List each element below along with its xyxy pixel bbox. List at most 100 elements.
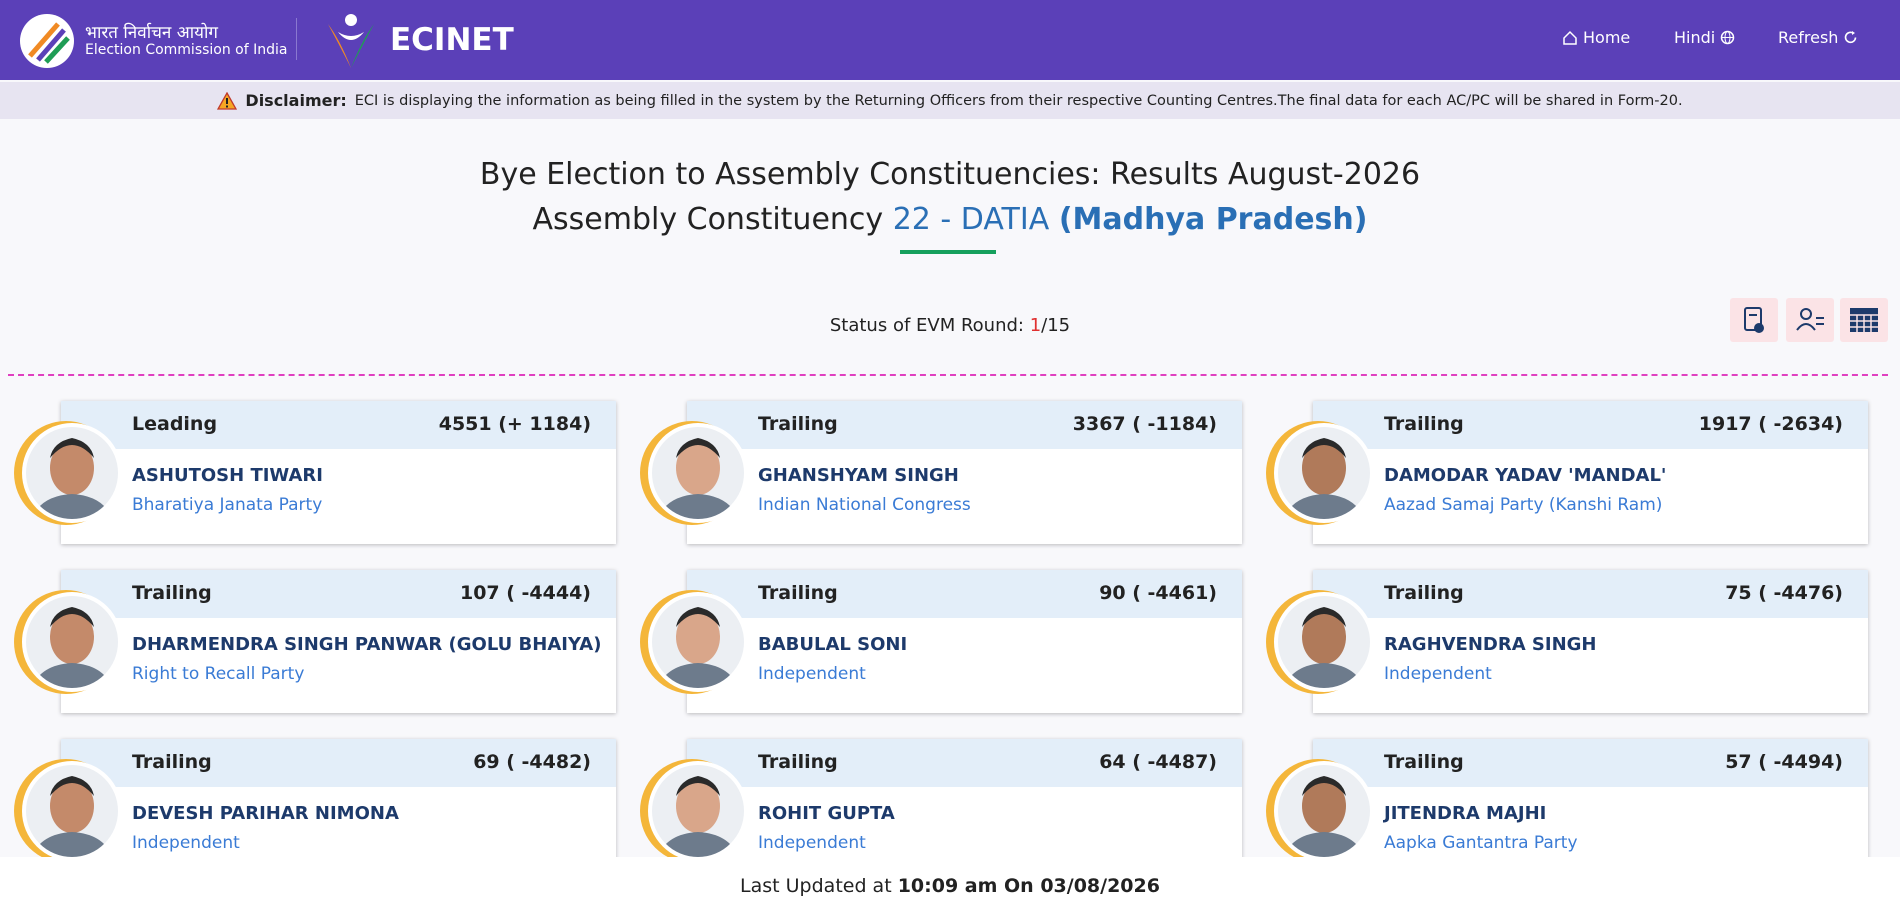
candidate-votes: 75 ( -4476): [1725, 582, 1843, 604]
candidate-card: Trailing 107 ( -4444) DHARMENDRA SINGH PAN…: [61, 570, 616, 713]
disclaimer-text: ECI is displaying the information as bei…: [354, 92, 1683, 109]
report-button[interactable]: [1730, 298, 1778, 342]
card-header: [1313, 401, 1868, 449]
candidate-card: Trailing 75 ( -4476) RAGHVENDRA SINGH Indep…: [1313, 570, 1868, 713]
separator: [8, 374, 1888, 376]
candidate-card: Trailing 57 ( -4494) JITENDRA MAJHI Aapka G…: [1313, 739, 1868, 857]
card-header: [687, 739, 1242, 787]
candidate-name: RAGHVENDRA SINGH: [1384, 634, 1597, 655]
candidate-name: DAMODAR YADAV 'MANDAL': [1384, 465, 1667, 486]
candidate-votes: 107 ( -4444): [459, 582, 591, 604]
candidate-name: ROHIT GUPTA: [758, 803, 895, 824]
candidate-card: Trailing 3367 ( -1184) GHANSHYAM SINGH Indi…: [687, 401, 1242, 544]
nav-home[interactable]: Home: [1562, 28, 1630, 47]
top-bar: भारत निर्वाचन आयोग Election Commission o…: [0, 0, 1900, 80]
constituency: 22 - DATIA: [892, 202, 1050, 237]
candidate-name: BABULAL SONI: [758, 634, 908, 655]
candidate-status: Trailing: [132, 751, 212, 773]
disclaimer-label: Disclaimer:: [245, 91, 347, 110]
table-button[interactable]: [1840, 298, 1888, 342]
candidate-votes: 3367 ( -1184): [1072, 413, 1217, 435]
candidate-status: Trailing: [758, 751, 838, 773]
nav-refresh[interactable]: Refresh: [1778, 28, 1858, 47]
title-line2: Assembly Constituency 22 - DATIA (Madhya…: [0, 202, 1900, 237]
candidate-party: Independent: [758, 664, 866, 684]
candidate-party: Aazad Samaj Party (Kanshi Ram): [1384, 495, 1663, 515]
candidate-status: Leading: [132, 413, 218, 435]
footer-label: Last Updated at: [740, 875, 892, 897]
candidate-status: Trailing: [132, 582, 212, 604]
candidate-party: Indian National Congress: [758, 495, 971, 515]
candidate-photo: [1266, 421, 1373, 525]
warning-icon: [217, 91, 238, 110]
candidate-photo: [1266, 759, 1373, 857]
candidate-status: Trailing: [1384, 582, 1464, 604]
candidate-status: Trailing: [1384, 413, 1464, 435]
candidate-card: Trailing 64 ( -4487) ROHIT GUPTA Independen…: [687, 739, 1242, 857]
candidate-photo: [14, 759, 121, 857]
candidate-name: DHARMENDRA SINGH PANWAR (GOLU BHAIYA): [132, 634, 602, 655]
candidate-photo: [640, 421, 747, 525]
candidate-photo: [640, 759, 747, 857]
candidate-photo: [14, 421, 121, 525]
disclaimer-bar: Disclaimer: ECI is displaying the inform…: [0, 82, 1900, 119]
candidate-status: Trailing: [1384, 751, 1464, 773]
candidate-button[interactable]: [1786, 298, 1834, 342]
candidate-card: Trailing 1917 ( -2634) DAMODAR YADAV 'MAND…: [1313, 401, 1868, 544]
candidate-name: DEVESH PARIHAR NIMONA: [132, 803, 399, 824]
candidate-status: Trailing: [758, 413, 838, 435]
card-header: [61, 739, 616, 787]
footer-timestamp: 10:09 am On 03/08/2026: [897, 875, 1160, 897]
candidate-card: Leading 4551 (+ 1184) ASHUTOSH TIWARI Bhara…: [61, 401, 616, 544]
candidate-name: ASHUTOSH TIWARI: [132, 465, 323, 486]
nav-label[interactable]: Home: [1583, 28, 1631, 47]
candidate-photo: [1266, 590, 1373, 694]
card-header: [61, 570, 616, 618]
nav-label[interactable]: Hindi: [1674, 28, 1716, 47]
candidate-party: Independent: [132, 833, 240, 853]
round-total: /15: [1041, 315, 1071, 336]
candidate-party: Aapka Gantantra Party: [1384, 833, 1578, 853]
eci-logo: [20, 14, 74, 68]
card-header: [687, 570, 1242, 618]
candidate-votes: 4551 (+ 1184): [438, 413, 591, 435]
candidate-photo: [14, 590, 121, 694]
status-label: Status of EVM Round:: [829, 315, 1024, 336]
candidate-party: Independent: [1384, 664, 1492, 684]
candidate-grid: Leading 4551 (+ 1184) ASHUTOSH TIWARI Bhara…: [0, 390, 1900, 857]
candidate-party: Independent: [758, 833, 866, 853]
candidate-party: Right to Recall Party: [132, 664, 305, 684]
candidate-card: Trailing 90 ( -4461) BABULAL SONI Independe…: [687, 570, 1242, 713]
brand: ECINET: [390, 22, 514, 58]
candidate-votes: 57 ( -4494): [1725, 751, 1843, 773]
round-status: Status of EVM Round: 1/15: [0, 315, 1900, 336]
candidate-votes: 69 ( -4482): [473, 751, 591, 773]
current-round: 1: [1029, 315, 1042, 336]
logo-english: Election Commission of India: [85, 42, 288, 58]
candidate-card: Trailing 69 ( -4482) DEVESH PARIHAR NIMONA…: [61, 739, 616, 857]
candidate-name: GHANSHYAM SINGH: [758, 465, 959, 486]
title-underline: [900, 250, 996, 254]
state: (Madhya Pradesh): [1058, 202, 1368, 237]
candidate-status: Trailing: [758, 582, 838, 604]
card-header: [687, 401, 1242, 449]
card-header: [1313, 570, 1868, 618]
nav-hindi[interactable]: Hindi: [1674, 28, 1735, 47]
ecinet-logo: [328, 14, 374, 68]
nav-label[interactable]: Refresh: [1778, 28, 1839, 47]
candidate-votes: 1917 ( -2634): [1698, 413, 1843, 435]
title-prefix: Assembly Constituency: [532, 202, 884, 237]
candidate-photo: [640, 590, 747, 694]
candidate-party: Bharatiya Janata Party: [132, 495, 323, 515]
title-line1: Bye Election to Assembly Constituencies:…: [479, 157, 1421, 192]
divider: [296, 18, 297, 60]
candidate-name: JITENDRA MAJHI: [1384, 803, 1547, 824]
footer: Last Updated at 10:09 am On 03/08/2026: [0, 857, 1900, 910]
candidate-votes: 90 ( -4461): [1099, 582, 1217, 604]
card-header: [1313, 739, 1868, 787]
logo-hindi: भारत निर्वाचन आयोग: [85, 23, 218, 43]
card-header: [61, 401, 616, 449]
candidate-votes: 64 ( -4487): [1099, 751, 1217, 773]
